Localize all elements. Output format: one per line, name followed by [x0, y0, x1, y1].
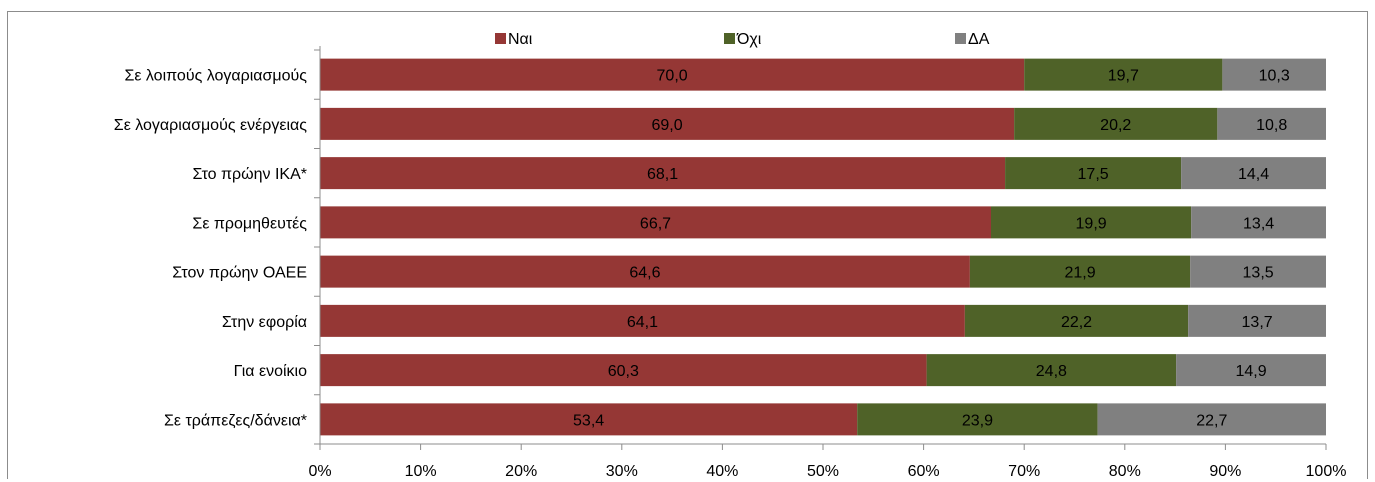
data-label: 23,9: [962, 412, 993, 429]
bar-segment: [320, 255, 970, 288]
legend-swatch: [955, 33, 966, 44]
bar-segment: [320, 107, 1015, 140]
x-tick-label: 90%: [1209, 463, 1241, 480]
legend-label: ΔΑ: [968, 31, 990, 48]
data-label: 66,7: [640, 215, 671, 232]
bar-segment: [1191, 206, 1326, 239]
data-label: 22,2: [1061, 314, 1092, 331]
data-label: 14,9: [1235, 363, 1266, 380]
data-label: 22,7: [1196, 412, 1227, 429]
data-label: 13,4: [1243, 215, 1274, 232]
bar-segment: [320, 157, 1006, 190]
bar-segment: [320, 403, 858, 436]
data-label: 10,8: [1256, 117, 1287, 134]
data-label: 14,4: [1238, 166, 1269, 183]
bar-segment: [1181, 157, 1326, 190]
bar-segment: [991, 206, 1192, 239]
x-tick-label: 60%: [908, 463, 940, 480]
data-label: 10,3: [1259, 68, 1290, 85]
x-tick-label: 20%: [505, 463, 537, 480]
bar-segment: [1005, 157, 1182, 190]
bar-segment: [320, 206, 992, 239]
legend-swatch: [495, 33, 506, 44]
bar-segment: [1222, 58, 1326, 91]
data-label: 69,0: [651, 117, 682, 134]
x-tick-label: 0%: [308, 463, 331, 480]
chart-frame: [7, 11, 1368, 479]
category-label: Για ενοίκιο: [234, 363, 308, 380]
category-label: Σε λοιπούς λογαριασμούς: [124, 68, 307, 85]
data-label: 68,1: [647, 166, 678, 183]
x-tick-label: 40%: [706, 463, 738, 480]
x-tick-label: 100%: [1306, 463, 1347, 480]
x-tick-label: 50%: [807, 463, 839, 480]
category-label: Στο πρώην ΙΚΑ*: [192, 166, 307, 183]
bar-segment: [320, 58, 1025, 91]
bar-segment: [1176, 354, 1326, 387]
x-tick-label: 10%: [405, 463, 437, 480]
x-tick-label: 70%: [1008, 463, 1040, 480]
legend-label: Όχι: [736, 31, 762, 48]
data-label: 53,4: [573, 412, 604, 429]
legend: Ναι Όχι ΔΑ: [495, 31, 990, 48]
x-tick-label: 30%: [606, 463, 638, 480]
bar-segment: [857, 403, 1098, 436]
category-label: Σε λογαριασμούς ενέργειας: [114, 117, 307, 134]
bar-segment: [1190, 255, 1326, 288]
data-label: 17,5: [1078, 166, 1109, 183]
data-label: 13,5: [1243, 265, 1274, 282]
bar-segment: [1014, 107, 1218, 140]
category-label: Στην εφορία: [222, 314, 307, 331]
bar-segment: [964, 304, 1189, 337]
axes: [314, 46, 1327, 450]
category-label: Σε τράπεζες/δάνεια*: [164, 412, 307, 429]
bar-segment: [969, 255, 1191, 288]
data-label: 60,3: [608, 363, 639, 380]
bar-segment: [1188, 304, 1326, 337]
category-label: Σε προμηθευτές: [192, 215, 307, 232]
data-label: 24,8: [1036, 363, 1067, 380]
bar-segment: [1217, 107, 1326, 140]
x-tick-labels: 0% 10% 20% 30% 40% 50% 60% 70% 80% 90% 100%: [308, 463, 1346, 480]
data-label: 20,2: [1100, 117, 1131, 134]
bar-segment: [320, 304, 965, 337]
legend-label: Ναι: [508, 31, 533, 48]
bar-segment: [320, 354, 927, 387]
bar-segment: [926, 354, 1177, 387]
bar-segment: [1097, 403, 1326, 436]
legend-swatch: [724, 33, 735, 44]
data-label: 70,0: [657, 68, 688, 85]
bar-segment: [1024, 58, 1223, 91]
data-label: 19,9: [1076, 215, 1107, 232]
category-label: Στον πρώην ΟΑΕΕ: [172, 265, 307, 282]
category-labels: Σε λοιπούς λογαριασμούς Σε λογαριασμούς ε…: [114, 68, 307, 430]
data-label: 64,6: [629, 265, 660, 282]
data-label: 13,7: [1242, 314, 1273, 331]
bars: 70,0 19,7 10,3 69,0 20,2 10,8 68,1 17,5 14,4 66,7…: [320, 58, 1326, 436]
data-label: 64,1: [627, 314, 658, 331]
x-tick-label: 80%: [1109, 463, 1141, 480]
data-label: 21,9: [1064, 265, 1095, 282]
data-label: 19,7: [1108, 68, 1139, 85]
